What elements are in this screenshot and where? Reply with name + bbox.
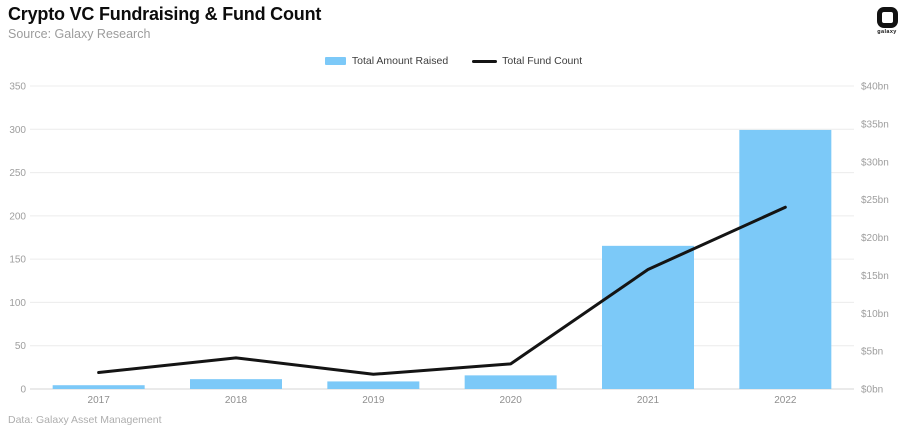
fund-count-line bbox=[97, 205, 787, 376]
bar-2018 bbox=[190, 379, 282, 389]
legend-label: Total Amount Raised bbox=[351, 55, 449, 67]
legend-swatch-line bbox=[472, 59, 498, 63]
left-axis-tick-label: 150 bbox=[9, 255, 26, 266]
legend-item-amount-raised: Total Amount Raised bbox=[324, 55, 449, 67]
x-axis-label-2020: 2020 bbox=[500, 395, 523, 406]
galaxy-logo-wordmark: galaxy bbox=[877, 29, 897, 35]
right-axis-tick-label: $5bn bbox=[861, 347, 883, 358]
left-axis-tick-label: 350 bbox=[9, 82, 26, 93]
right-axis-tick-label: $0bn bbox=[861, 385, 883, 396]
bar-2020 bbox=[464, 375, 557, 389]
bar-2021 bbox=[602, 245, 694, 389]
left-axis-tick-label: 0 bbox=[20, 385, 26, 396]
legend-label: Total Fund Count bbox=[502, 55, 583, 67]
legend-swatch-bar bbox=[324, 57, 346, 65]
left-axis-tick-label: 200 bbox=[9, 211, 26, 222]
right-axis-tick-label: $40bn bbox=[861, 82, 889, 93]
galaxy-logo-icon bbox=[876, 7, 898, 28]
bar-2019 bbox=[327, 381, 420, 389]
x-axis-label-2019: 2019 bbox=[362, 395, 385, 406]
right-axis-tick-label: $25bn bbox=[861, 195, 889, 206]
x-axis-label-2017: 2017 bbox=[88, 395, 111, 406]
x-axis-label-2018: 2018 bbox=[225, 395, 248, 406]
chart-legend: Total Amount Raised Total Fund Count bbox=[0, 55, 907, 67]
x-axis-label-2022: 2022 bbox=[774, 395, 797, 406]
galaxy-logo: galaxy bbox=[871, 7, 903, 35]
right-axis-tick-label: $20bn bbox=[861, 233, 889, 244]
right-axis-tick-label: $35bn bbox=[861, 119, 889, 130]
right-axis-tick-label: $10bn bbox=[861, 309, 889, 320]
x-axis-label-2021: 2021 bbox=[637, 395, 660, 406]
bar-2017 bbox=[52, 385, 145, 389]
left-axis-tick-label: 100 bbox=[9, 298, 26, 309]
left-axis-tick-label: 50 bbox=[15, 341, 27, 352]
legend-item-fund-count: Total Fund Count bbox=[472, 55, 582, 67]
combo-chart: 350 300 250 200 150 100 50 0 $40bn $35bn $30bn $25b… bbox=[9, 82, 889, 407]
data-credit: Data: Galaxy Asset Management bbox=[8, 414, 162, 426]
right-axis-tick-label: $30bn bbox=[861, 157, 889, 168]
bar-2022 bbox=[739, 129, 832, 389]
source-subtitle: Source: Galaxy Research bbox=[8, 27, 151, 41]
page-title: Crypto VC Fundraising & Fund Count bbox=[8, 4, 322, 24]
left-axis-tick-label: 250 bbox=[9, 168, 26, 179]
left-axis-tick-label: 300 bbox=[9, 125, 26, 136]
right-axis-tick-label: $15bn bbox=[861, 271, 889, 282]
